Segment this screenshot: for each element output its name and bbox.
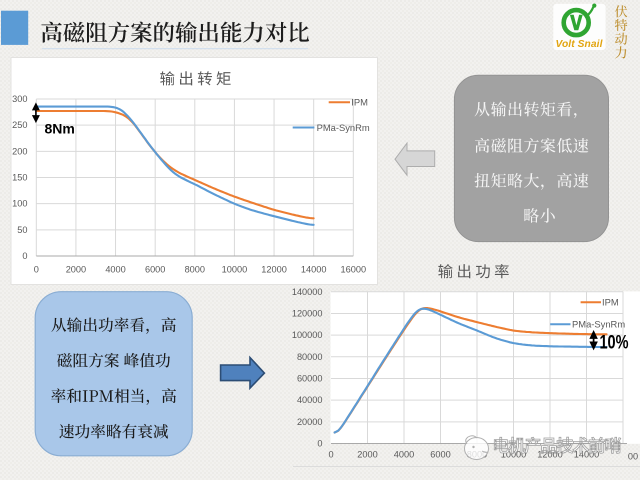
svg-text:4000: 4000 xyxy=(105,265,125,275)
svg-text:20000: 20000 xyxy=(297,417,323,427)
svg-text:0: 0 xyxy=(328,449,333,459)
svg-text:10000: 10000 xyxy=(222,265,248,275)
svg-text:2000: 2000 xyxy=(357,449,377,459)
svg-text:140000: 140000 xyxy=(292,287,323,297)
svg-text:PMa-SynRm: PMa-SynRm xyxy=(572,319,625,330)
svg-text:300: 300 xyxy=(12,94,27,104)
svg-text:80000: 80000 xyxy=(297,352,323,362)
svg-text:8Nm: 8Nm xyxy=(45,120,75,136)
svg-text:60000: 60000 xyxy=(297,373,323,383)
svg-text:14000: 14000 xyxy=(574,449,600,459)
svg-text:6000: 6000 xyxy=(145,265,165,275)
svg-text:0: 0 xyxy=(317,438,322,448)
svg-text:120000: 120000 xyxy=(292,308,323,318)
svg-text:50: 50 xyxy=(17,225,27,235)
svg-text:250: 250 xyxy=(12,120,27,130)
svg-text:14000: 14000 xyxy=(301,265,327,275)
svg-text:150: 150 xyxy=(12,173,27,183)
svg-text:00: 00 xyxy=(628,452,638,462)
svg-text:12000: 12000 xyxy=(261,265,287,275)
svg-text:10000: 10000 xyxy=(501,449,527,459)
svg-text:2000: 2000 xyxy=(66,265,86,275)
svg-text:40000: 40000 xyxy=(297,395,323,405)
svg-text:IPM: IPM xyxy=(602,297,619,308)
svg-text:200: 200 xyxy=(12,146,27,156)
svg-text:6000: 6000 xyxy=(430,449,450,459)
svg-text:4000: 4000 xyxy=(394,449,414,459)
svg-text:100000: 100000 xyxy=(292,330,323,340)
svg-text:12000: 12000 xyxy=(537,449,563,459)
svg-text:10%: 10% xyxy=(600,331,629,353)
svg-text:0: 0 xyxy=(22,251,27,261)
svg-text:PMa-SynRm: PMa-SynRm xyxy=(317,122,370,133)
svg-text:Volt Snail: Volt Snail xyxy=(555,39,602,50)
svg-text:IPM: IPM xyxy=(351,97,368,108)
svg-text:0: 0 xyxy=(34,265,39,275)
svg-text:100: 100 xyxy=(12,199,27,209)
svg-text:16000: 16000 xyxy=(341,265,367,275)
svg-text:8000: 8000 xyxy=(185,265,205,275)
